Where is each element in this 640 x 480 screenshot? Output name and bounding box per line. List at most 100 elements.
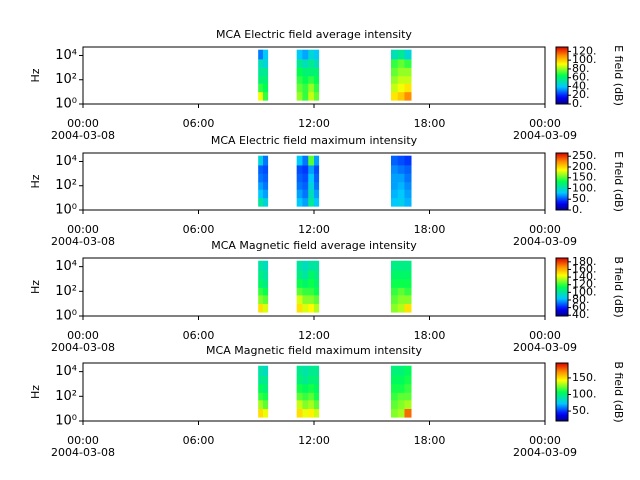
spectrogram-cell (308, 59, 315, 68)
spectrogram-cell (397, 278, 405, 288)
colorbar-tick-label: 100. (572, 285, 597, 298)
spectrogram-cell (314, 383, 320, 393)
x-tick-date: 2004-03-09 (513, 341, 577, 354)
spectrogram-cell (308, 173, 315, 183)
spectrogram-cell (262, 83, 269, 93)
colorbar-tick-label: 150. (572, 371, 597, 384)
spectrogram-cell (404, 67, 412, 77)
y-tick-label: 10⁰ (55, 414, 77, 429)
spectrogram-cell (308, 383, 315, 393)
spectrogram-cell (262, 59, 269, 68)
spectrogram-cell (308, 303, 315, 313)
spectrogram-cell (258, 165, 264, 174)
spectrogram-cell (258, 189, 264, 199)
spectrogram-cell (391, 295, 399, 304)
spectrogram-cell (314, 91, 320, 101)
spectrogram-cell (404, 365, 412, 376)
spectrogram-cell (258, 392, 264, 401)
spectrogram-cell (262, 375, 269, 385)
colorbar-tick-label: 160. (572, 262, 597, 275)
spectrogram-cell (262, 392, 269, 401)
spectrogram-cell (302, 365, 309, 376)
spectrogram-cell (258, 76, 264, 84)
x-tick-label: 00:00 (67, 223, 99, 236)
y-tick-label: 10⁰ (55, 309, 77, 324)
spectrogram-cell (296, 49, 303, 60)
colorbar-tick-label: 80. (572, 293, 590, 306)
spectrogram-cell (308, 49, 315, 60)
x-tick-date: 2004-03-08 (51, 129, 115, 142)
spectrogram-cell (308, 270, 315, 280)
y-axis-label: Hz (29, 385, 42, 399)
spectrogram-cell (308, 408, 315, 418)
spectrogram-cell (391, 59, 399, 68)
spectrogram-cell (262, 182, 269, 190)
spectrogram-cell (262, 91, 269, 101)
spectrogram-cell (404, 270, 412, 280)
spectrogram-cell (258, 91, 264, 101)
spectrogram-cell (296, 260, 303, 271)
spectrogram-cell (314, 365, 320, 376)
y-tick-label: 10⁴ (55, 259, 77, 274)
spectrogram-cell (391, 287, 399, 296)
spectrogram-cell (302, 270, 309, 280)
spectrogram-cell (397, 375, 405, 385)
x-tick-date: 2004-03-09 (513, 446, 577, 459)
x-tick-label: 00:00 (67, 434, 99, 447)
colorbar-tick-label: 0. (572, 203, 583, 216)
x-tick-date: 2004-03-08 (51, 235, 115, 248)
spectrogram-cell (314, 400, 320, 409)
colorbar (555, 46, 569, 105)
spectrogram-cell (314, 182, 320, 190)
y-tick-label: 10⁴ (55, 364, 77, 379)
colorbar (555, 257, 569, 317)
spectrogram-cell (262, 270, 269, 280)
panel-title: MCA Electric field maximum intensity (211, 134, 418, 147)
spectrogram-cell (404, 303, 412, 313)
spectrogram-cell (314, 270, 320, 280)
spectrogram-cell (296, 287, 303, 296)
x-tick-label: 12:00 (298, 117, 330, 130)
spectrogram-cell (404, 59, 412, 68)
colorbar-label: E field (dB) (612, 151, 625, 212)
spectrogram-cell (397, 287, 405, 296)
colorbar-tick-label: 50. (572, 404, 590, 417)
spectrogram-cell (308, 287, 315, 296)
x-tick-date: 2004-03-08 (51, 341, 115, 354)
spectrogram-cell (404, 400, 412, 409)
spectrogram-cell (302, 189, 309, 199)
spectrogram-cell (404, 155, 412, 166)
spectrogram-cell (314, 303, 320, 313)
spectrogram-cell (397, 76, 405, 84)
spectrogram-cell (296, 165, 303, 174)
spectrogram-cell (258, 49, 264, 60)
spectrogram-cell (404, 392, 412, 401)
spectrogram-cell (391, 365, 399, 376)
spectrogram-cell (258, 83, 264, 93)
spectrogram-cell (296, 155, 303, 166)
spectrogram-cell (258, 408, 264, 418)
spectrogram-cell (308, 375, 315, 385)
spectrogram-cell (397, 392, 405, 401)
spectrogram-cell (308, 83, 315, 93)
spectrogram-cell (404, 83, 412, 93)
spectrogram-cell (258, 287, 264, 296)
spectrogram-cell (397, 260, 405, 271)
spectrogram-cell (296, 303, 303, 313)
spectrogram-cell (262, 155, 269, 166)
x-tick-label: 18:00 (414, 434, 446, 447)
y-axis-label: Hz (29, 68, 42, 82)
colorbar-tick-label: 60. (572, 301, 590, 314)
y-axis-label: Hz (29, 174, 42, 188)
spectrogram-cell (314, 173, 320, 183)
spectrogram-cell (308, 155, 315, 166)
spectrogram-cell (262, 260, 269, 271)
spectrogram-cell (308, 76, 315, 84)
spectrogram-cell (314, 49, 320, 60)
x-tick-label: 06:00 (183, 117, 215, 130)
spectrogram-cell (397, 400, 405, 409)
spectrogram-cell (397, 295, 405, 304)
spectrogram-cell (314, 260, 320, 271)
spectrogram-cell (314, 83, 320, 93)
